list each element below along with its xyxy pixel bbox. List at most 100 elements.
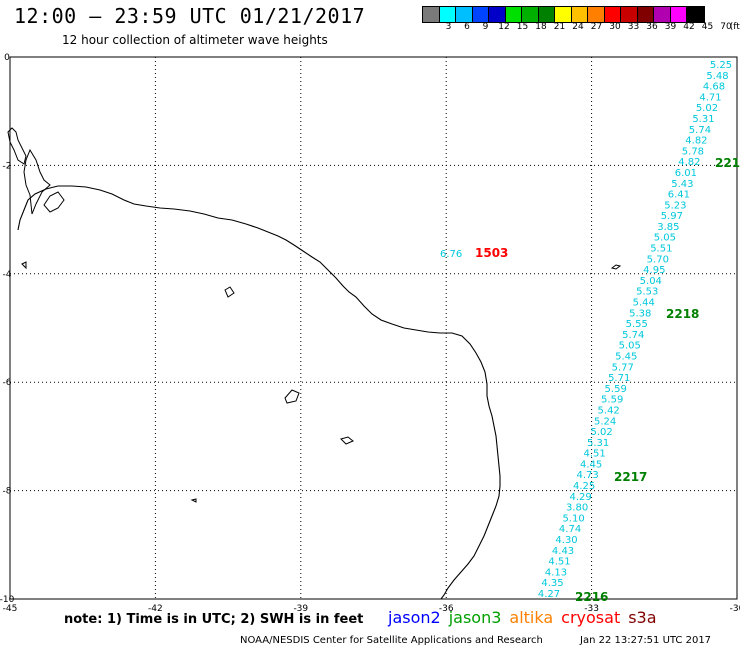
swh-value: 4.82 [685,136,707,147]
brazil-coastline [17,185,501,600]
scale-swatch [654,7,671,22]
scale-swatch [555,7,572,22]
lat-tick-label: 0 [4,53,10,63]
scale-swatch [439,7,456,22]
swh-value: 5.78 [682,146,704,157]
track-time-label: 2217 [614,470,647,484]
swh-value: 4.13 [545,567,567,578]
latitude-tick-labels: 0 -2 -4 -6 -8 -10 [0,53,15,605]
scale-swatch [505,7,522,22]
scale-label: 70 [720,22,732,32]
scale-label: 30 [609,22,621,32]
scale-label: 21 [553,22,566,32]
generation-timestamp: Jan 22 13:27:51 UTC 2017 [580,635,712,646]
scale-label: 45 [701,22,714,32]
swh-value: 4.25 [573,481,595,492]
swh-value: 5.70 [647,254,669,265]
swh-value: 5.74 [622,330,644,341]
swh-value: 6.41 [668,190,690,201]
swh-value: 5.43 [671,179,693,190]
scale-label: 42 [683,22,695,32]
swh-value: 4.73 [576,470,598,481]
swh-value: 5.59 [601,395,623,406]
swh-value: 4.74 [559,524,581,535]
swh-value: 5.71 [608,373,630,384]
swh-value: 5.24 [594,416,616,427]
swh-value: 5.77 [612,362,634,373]
swh-value: 4.82 [678,157,700,168]
swh-value: 4.29 [569,492,591,503]
lat-tick-label: -6 [3,378,12,388]
scale-swatch [571,7,588,22]
scale-swatch [604,7,621,22]
lat-tick-label: -4 [3,270,12,280]
swh-value: 5.48 [706,71,728,82]
swh-value: 5.05 [654,233,676,244]
plot-frame [9,56,738,600]
scale-label: 39 [664,22,677,32]
legend-satellite-jason2: jason2 [388,608,441,627]
swh-value: 5.05 [619,341,641,352]
track-time-label: 2218 [666,307,699,321]
scale-swatch [670,7,687,22]
amazon-mouth-north [7,127,27,165]
swh-value: 4.68 [703,82,725,93]
color-scale-bar [422,6,705,23]
scale-swatch [522,7,539,22]
credit-line: NOAA/NESDIS Center for Satellite Applica… [240,635,543,646]
satellite-legend: jason2 jason3 altika cryosat s3a [388,608,665,627]
coastal-islet [21,261,27,270]
swh-value: 3.85 [657,222,679,233]
longitude-tick-labels: -45 -42 -39 -36 -33 -30 [3,604,740,614]
scale-label: 33 [627,22,640,32]
scale-label: 3 [445,22,452,32]
swh-value: 5.55 [626,319,648,330]
inland-lake-icon [340,436,354,445]
lon-tick-label: -42 [148,604,163,614]
swh-value: 4.27 [538,589,560,600]
islet-west [190,498,197,503]
scale-label: 6 [464,22,470,32]
swh-value: 5.44 [633,298,655,309]
scale-swatch [637,7,654,22]
scale-label: 12 [498,22,510,32]
swh-value: 3.80 [566,503,588,514]
swh-value: 5.25 [710,60,732,71]
swh-value: 5.59 [605,384,627,395]
scale-swatch [687,7,704,22]
swh-value: 4.51 [548,557,570,568]
swh-value: 4.95 [643,265,665,276]
swh-value: 4.51 [583,449,605,460]
swh-value: 5.42 [598,405,620,416]
swh-value: 5.31 [692,114,714,125]
swh-value: 4.30 [555,535,577,546]
scale-swatch [621,7,638,22]
lon-tick-label: -30 [730,604,740,614]
map-title: 12:00 – 23:59 UTC 01/21/2017 [14,4,366,28]
scale-label: 18 [535,22,547,32]
swh-value: 6.01 [675,168,697,179]
swh-value: 4.71 [699,92,721,103]
lon-tick-label: -36 [439,604,454,614]
swh-value: 5.38 [629,308,651,319]
swh-value: 5.51 [650,244,672,255]
scale-swatch [472,7,489,22]
swh-value: 4.35 [541,578,563,589]
scale-label: 9 [482,22,489,32]
atol-das-rocas-island [224,286,235,298]
scale-unit-label: (ft) [729,22,740,32]
swh-value: 5.97 [661,211,683,222]
scale-label: 36 [646,22,658,32]
scale-label: 15 [516,22,529,32]
scale-swatch [538,7,555,22]
track-time-label: 221 [715,156,740,170]
map-subtitle: 12 hour collection of altimeter wave hei… [62,33,328,47]
swh-value: 5.23 [664,200,686,211]
legend-satellite-jason3: jason3 [448,608,502,627]
isolated-swh-value: 6.76 [440,249,462,260]
legend-satellite-altika: altika [509,608,554,627]
fernando-de-noronha-island [610,264,622,270]
scale-label: 27 [590,22,603,32]
lon-tick-label: -45 [3,604,18,614]
footer-note: note: 1) Time is in UTC; 2) SWH is in fe… [64,612,364,627]
